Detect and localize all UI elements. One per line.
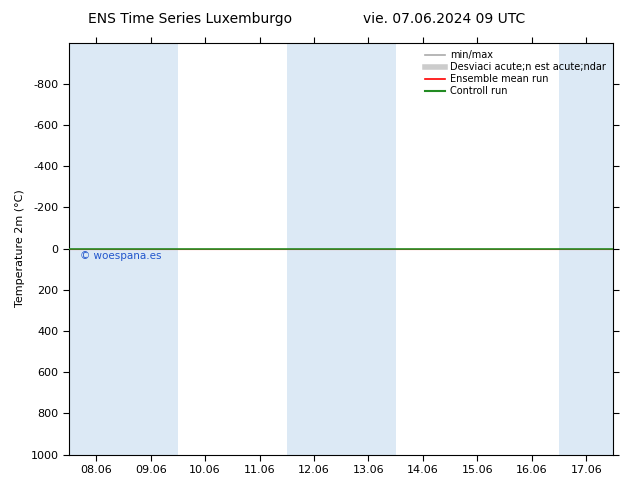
Bar [69, 43, 124, 455]
Text: © woespana.es: © woespana.es [80, 251, 162, 261]
Legend: min/max, Desviaci acute;n est acute;ndar, Ensemble mean run, Controll run: min/max, Desviaci acute;n est acute;ndar… [423, 48, 609, 99]
Bar [287, 43, 341, 455]
Text: vie. 07.06.2024 09 UTC: vie. 07.06.2024 09 UTC [363, 12, 525, 26]
Y-axis label: Temperature 2m (°C): Temperature 2m (°C) [15, 190, 25, 307]
Bar [124, 43, 178, 455]
Bar [341, 43, 396, 455]
Bar [559, 43, 614, 455]
Text: ENS Time Series Luxemburgo: ENS Time Series Luxemburgo [88, 12, 292, 26]
